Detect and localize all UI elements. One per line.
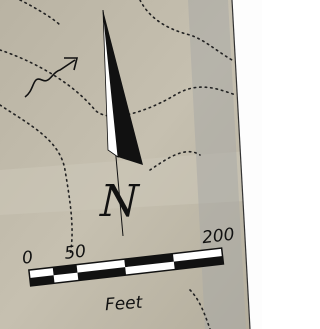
page: N 0 50 200 Feet (() => { const data = JS… <box>0 0 262 329</box>
map: N 0 50 200 Feet <box>0 0 262 329</box>
scale-unit: Feet <box>104 293 144 316</box>
scale-label: 50 <box>63 242 87 264</box>
scale-label: 0 <box>21 248 34 269</box>
scale-label: 200 <box>201 225 236 249</box>
